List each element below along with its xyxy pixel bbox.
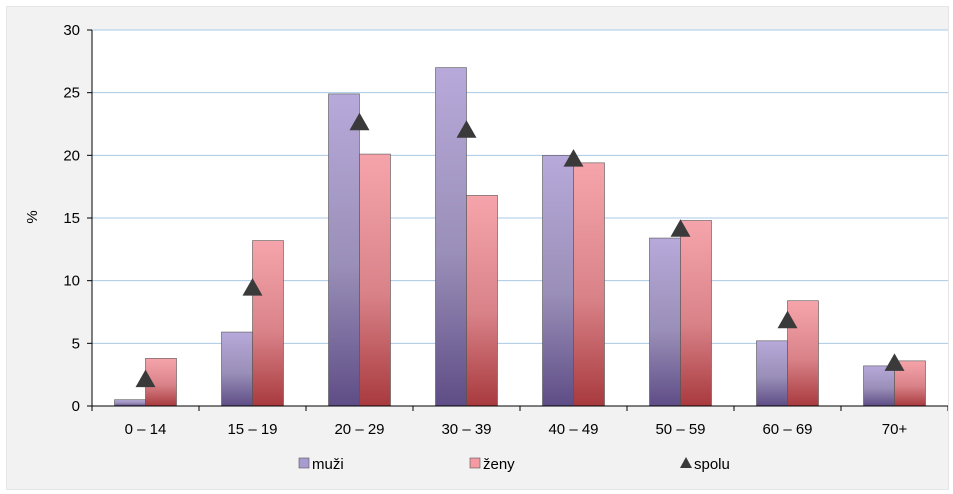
- bar-zeny: [252, 240, 284, 407]
- legend-swatch: [469, 457, 481, 469]
- bar-muzi: [435, 67, 467, 407]
- bar-zeny: [573, 162, 605, 407]
- x-tick-label: 70+: [882, 421, 908, 438]
- tick-labels: 0 5 10 15 20 25 30 0 – 14 15 – 19 20 – 29 30 – 39 4…: [63, 22, 907, 438]
- legend-label: spolu: [694, 456, 730, 473]
- bar-chart: 0 5 10 15 20 25 30 0 – 14 15 – 19 20 – 29 30 – 39 4…: [24, 22, 949, 473]
- legend: muži ženy spolu: [298, 456, 730, 473]
- x-tick-label: 15 – 19: [227, 421, 277, 438]
- bar-zeny: [787, 300, 819, 407]
- bar-muzi: [542, 155, 574, 407]
- legend-item: muži: [298, 456, 344, 473]
- legend-swatch: [680, 457, 692, 468]
- chart-frame: 0 5 10 15 20 25 30 0 – 14 15 – 19 20 – 29 30 – 39 4…: [6, 6, 949, 490]
- bar-muzi: [756, 340, 788, 407]
- x-tick-label: 60 – 69: [762, 421, 812, 438]
- marker-spolu: [349, 112, 370, 131]
- x-tick-label: 0 – 14: [125, 421, 167, 438]
- legend-label: muži: [312, 456, 344, 473]
- legend-item: spolu: [680, 456, 730, 473]
- bar-muzi: [328, 93, 360, 407]
- y-tick-label: 10: [63, 273, 80, 290]
- y-tick-label: 20: [63, 147, 80, 164]
- spolu-markers: [135, 112, 905, 388]
- bar-muzi: [221, 331, 253, 407]
- bar-zeny: [359, 153, 391, 407]
- marker-spolu: [242, 278, 263, 296]
- x-tick-label: 40 – 49: [548, 421, 598, 438]
- marker-spolu: [884, 353, 905, 371]
- bars: [114, 67, 926, 407]
- y-tick-label: 30: [63, 22, 80, 39]
- legend-swatch: [298, 457, 310, 469]
- marker-spolu: [777, 310, 798, 329]
- y-tick-label: 5: [72, 335, 80, 352]
- bar-muzi: [649, 237, 681, 407]
- bar-zeny: [680, 220, 712, 407]
- x-tick-label: 20 – 29: [334, 421, 384, 438]
- y-axis-label: %: [24, 210, 41, 223]
- bar-muzi: [863, 365, 895, 407]
- y-tick-label: 25: [63, 85, 80, 102]
- bar-muzi: [114, 399, 146, 407]
- legend-label: ženy: [483, 456, 515, 473]
- marker-spolu: [670, 219, 691, 237]
- y-tick-label: 15: [63, 210, 80, 227]
- bar-zeny: [466, 195, 498, 407]
- legend-item: ženy: [469, 456, 515, 473]
- x-tick-label: 30 – 39: [441, 421, 491, 438]
- marker-spolu: [135, 369, 156, 388]
- marker-spolu: [456, 120, 477, 138]
- marker-spolu: [563, 149, 584, 167]
- x-tick-label: 50 – 59: [655, 421, 705, 438]
- y-tick-label: 0: [72, 398, 80, 415]
